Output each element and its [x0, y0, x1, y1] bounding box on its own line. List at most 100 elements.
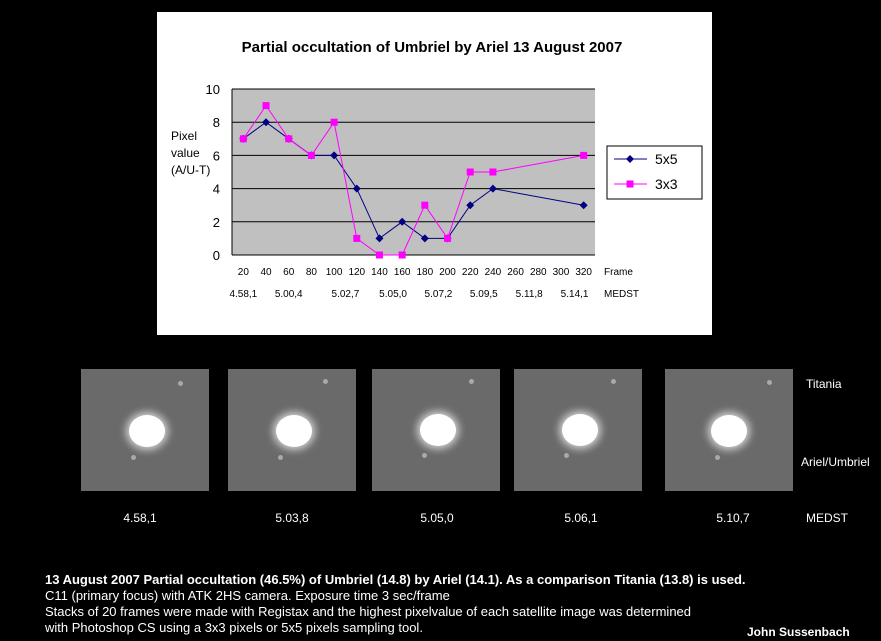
- y-tick-label: 6: [213, 148, 220, 163]
- satellite-glow: [129, 415, 165, 447]
- data-point: [626, 180, 634, 188]
- y-tick-label: 4: [213, 182, 220, 197]
- y-axis-label: Pixel value (A/U-T): [171, 129, 210, 177]
- data-point: [626, 155, 634, 163]
- time-tick-label: 5.14,1: [561, 289, 589, 300]
- data-point: [330, 118, 338, 126]
- data-point: [239, 135, 247, 143]
- legend-label: 5x5: [655, 151, 678, 167]
- faint-dot: [278, 455, 283, 460]
- frame-image-2: [228, 369, 356, 491]
- x-axis-label: Frame: [604, 267, 633, 278]
- x-tick-label: 180: [417, 267, 434, 278]
- chart-title: Partial occultation of Umbriel by Ariel …: [242, 39, 623, 56]
- x-tick-label: 100: [326, 267, 343, 278]
- data-point: [398, 251, 406, 259]
- satellite-glow: [276, 415, 312, 447]
- legend-box: [606, 145, 703, 200]
- legend: 5x5 3x3: [606, 145, 703, 200]
- faint-dot: [422, 453, 427, 458]
- image-caption-2: 5.03,8: [275, 511, 309, 525]
- data-point: [352, 184, 361, 193]
- data-point: [466, 168, 474, 176]
- data-point: [375, 234, 384, 243]
- x-tick-label: 80: [306, 267, 318, 278]
- titania-dot: [323, 379, 328, 384]
- data-point: [579, 201, 588, 210]
- time-tick-label: 4.58,1: [229, 289, 257, 300]
- x-tick-label: 160: [394, 267, 411, 278]
- titania-dot: [611, 379, 616, 384]
- faint-dot: [715, 455, 720, 460]
- x-tick-label: 20: [238, 267, 250, 278]
- notes-equipment: C11 (primary focus) with ATK 2HS camera.…: [45, 588, 450, 603]
- satellite-glow: [562, 414, 598, 446]
- y-tick-label: 10: [206, 82, 220, 97]
- chart-svg: Partial occultation of Umbriel by Ariel …: [171, 39, 703, 300]
- notes: 13 August 2007 Partial occultation (46.5…: [45, 572, 845, 636]
- x-tick-label: 320: [575, 267, 592, 278]
- chart-panel: Partial occultation of Umbriel by Ariel …: [157, 12, 712, 335]
- frame-image-5: [665, 369, 793, 491]
- x-tick-label: 280: [530, 267, 547, 278]
- x-tick-label: 140: [371, 267, 388, 278]
- time-tick-label: 5.02,7: [332, 289, 360, 300]
- x-tick-label: 200: [439, 267, 456, 278]
- y-axis-label-line: (A/U-T): [171, 163, 210, 177]
- time-tick-label: 5.09,5: [470, 289, 498, 300]
- frame-image-1: [81, 369, 209, 491]
- data-point: [262, 118, 271, 127]
- y-tick-label: 2: [213, 215, 220, 230]
- data-point: [421, 201, 429, 209]
- x-tick-label: 240: [485, 267, 502, 278]
- data-point: [330, 151, 339, 160]
- titania-dot: [469, 379, 474, 384]
- time-axis-label: MEDST: [604, 289, 639, 300]
- time-tick-label: 5.05,0: [379, 289, 407, 300]
- data-point: [307, 151, 315, 159]
- data-point: [285, 135, 293, 143]
- legend-label: 3x3: [655, 176, 678, 192]
- notes-method-2: with Photoshop CS using a 3x3 pixels or …: [45, 620, 423, 635]
- satellite-glow: [711, 415, 747, 447]
- faint-dot: [131, 455, 136, 460]
- x-tick-label: 260: [507, 267, 524, 278]
- data-point: [262, 102, 270, 110]
- titania-dot: [767, 380, 772, 385]
- author-name: John Sussenbach: [747, 625, 850, 639]
- frame-image-3: [372, 369, 500, 491]
- data-point: [420, 234, 429, 243]
- x-tick-label: 300: [553, 267, 570, 278]
- time-tick-label: 5.11,8: [516, 289, 543, 300]
- notes-method-1: Stacks of 20 frames were made with Regis…: [45, 604, 692, 619]
- data-point: [489, 168, 497, 176]
- image-caption-4: 5.06,1: [564, 511, 598, 525]
- y-axis-label-line: value: [171, 146, 200, 160]
- satellite-glow: [420, 414, 456, 446]
- data-point: [488, 184, 497, 193]
- ariel-umbriel-label: Ariel/Umbriel: [801, 455, 870, 469]
- data-point: [580, 151, 588, 159]
- titania-label: Titania: [806, 377, 842, 391]
- medst-label: MEDST: [806, 511, 848, 525]
- x-tick-label: 60: [283, 267, 295, 278]
- time-tick-label: 5.00,4: [275, 289, 303, 300]
- y-axis-label-line: Pixel: [171, 129, 197, 143]
- image-caption-1: 4.58,1: [123, 511, 157, 525]
- x-tick-label: 40: [260, 267, 272, 278]
- y-tick-label: 0: [213, 248, 220, 263]
- data-point: [398, 217, 407, 226]
- x-tick-label: 120: [348, 267, 365, 278]
- data-point: [375, 251, 383, 259]
- frame-image-4: [514, 369, 642, 491]
- x-tick-label: 220: [462, 267, 479, 278]
- image-caption-5: 5.10,7: [716, 511, 750, 525]
- data-point: [444, 234, 452, 242]
- notes-headline: 13 August 2007 Partial occultation (46.5…: [45, 572, 746, 587]
- plot-area: 0 2 4 6 8 10 20 40 60 80 100 120 140 160 180 200 220 240 2…: [206, 82, 639, 300]
- data-point: [466, 201, 475, 210]
- faint-dot: [564, 453, 569, 458]
- data-point: [353, 234, 361, 242]
- image-caption-3: 5.05,0: [420, 511, 454, 525]
- series-3x3: [239, 102, 588, 259]
